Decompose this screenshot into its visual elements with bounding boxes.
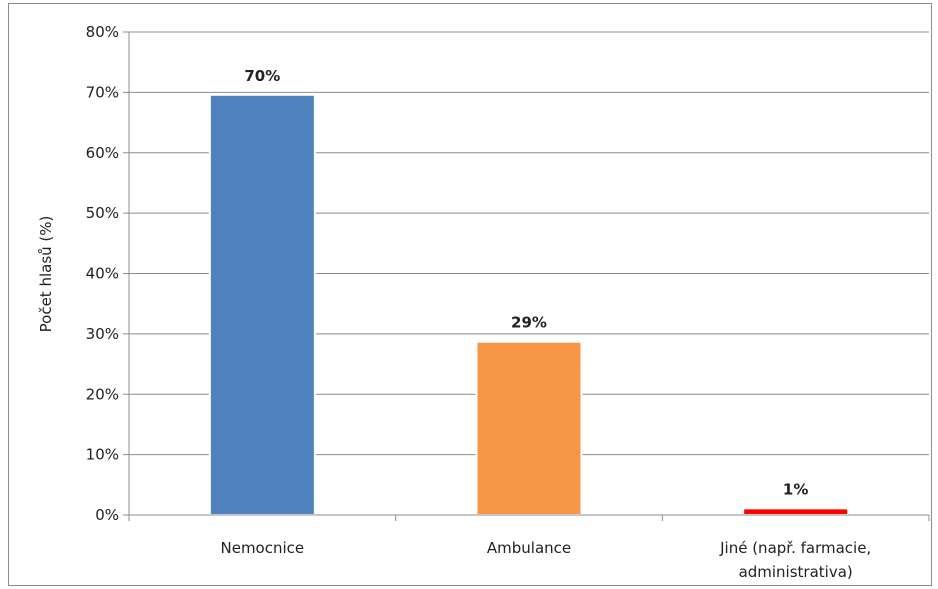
data-label: 70%	[244, 67, 280, 85]
y-tick-label: 60%	[86, 144, 119, 162]
category-label: Ambulance	[487, 539, 571, 557]
bar-chart: 0% 10% 20% 30% 40% 50% 60% 70% 80% 70% 29% 1% Nemo…	[37, 23, 930, 581]
y-tick-labels: 0% 10% 20% 30% 40% 50% 60% 70% 80%	[86, 23, 119, 524]
y-tick-label: 40%	[86, 265, 119, 283]
chart-frame: 0% 10% 20% 30% 40% 50% 60% 70% 80% 70% 29% 1% Nemo…	[8, 3, 932, 586]
data-label: 29%	[511, 314, 547, 332]
bar	[742, 507, 850, 517]
bar	[475, 340, 583, 516]
bar	[208, 93, 316, 516]
y-tick-label: 30%	[86, 325, 119, 343]
y-tick-label: 20%	[86, 385, 119, 403]
y-tick-label: 50%	[86, 204, 119, 222]
category-labels: Nemocnice Ambulance Jiné (např. farmacie, a…	[221, 539, 872, 581]
category-label: administrativa)	[739, 563, 853, 581]
data-label: 1%	[783, 480, 808, 498]
axes	[123, 31, 930, 521]
y-tick-label: 70%	[86, 83, 119, 101]
category-label: Nemocnice	[221, 539, 305, 557]
y-tick-label: 80%	[86, 23, 119, 41]
y-tick-label: 0%	[95, 506, 119, 524]
category-label: Jiné (např. farmacie,	[719, 539, 871, 557]
y-tick-label: 10%	[86, 446, 119, 464]
data-labels: 70% 29% 1%	[244, 67, 808, 499]
bars	[208, 93, 850, 517]
y-axis-title: Počet hlasů (%)	[37, 216, 55, 333]
